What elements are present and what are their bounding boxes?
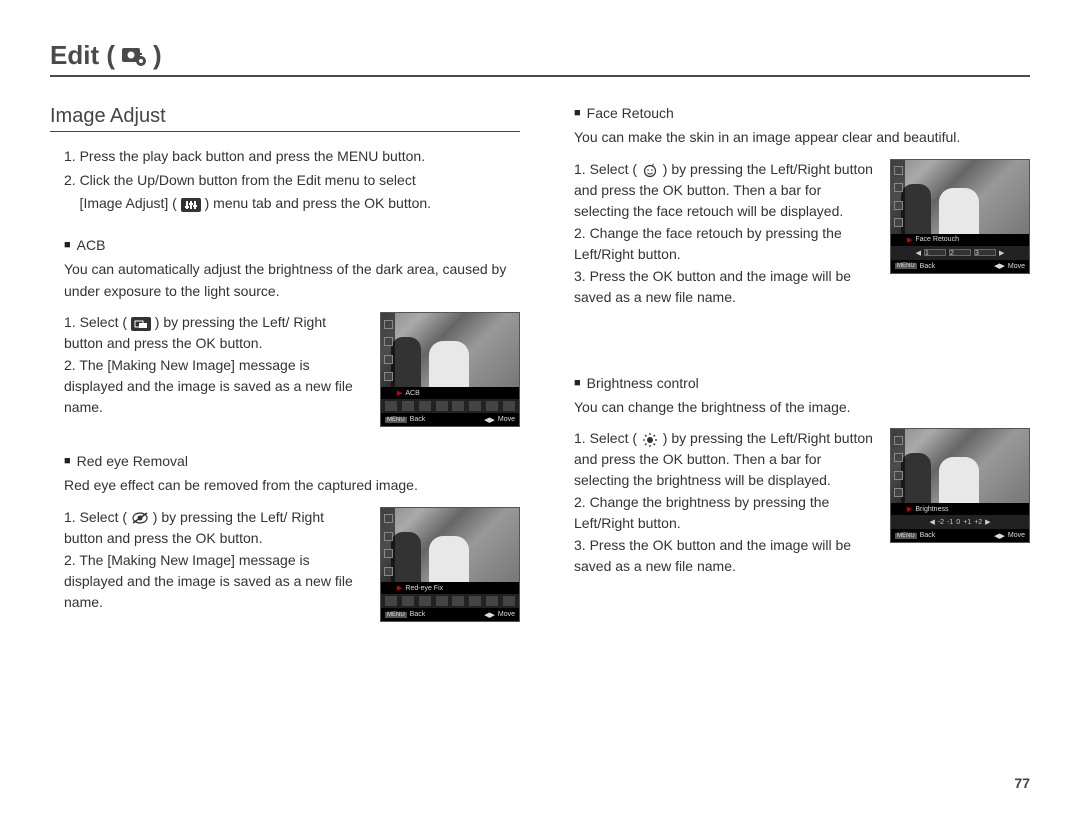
redeye-icon: [131, 511, 149, 525]
acb-heading: ACB: [77, 237, 106, 253]
title-prefix: Edit (: [50, 40, 115, 71]
face-screenshot: ▶Face Retouch ◀123▶ MENUBack ◀▶Move: [890, 159, 1030, 309]
edit-gear-icon: [121, 45, 147, 67]
face-desc: You can make the skin in an image appear…: [560, 127, 1030, 149]
redeye-steps: 1. Select ( ) by pressing the Left/ Righ…: [64, 507, 366, 622]
brightness-screenshot: ▶Brightness ◀-2-10+1+2▶ MENUBack ◀▶Move: [890, 428, 1030, 578]
acb-icon: [131, 317, 151, 331]
acb-steps: 1. Select ( ) by pressing the Left/ Righ…: [64, 312, 366, 427]
feature-brightness: ■ Brightness control You can change the …: [560, 375, 1030, 579]
intro-step-2a: 2. Click the Up/Down button from the Edi…: [64, 170, 520, 192]
intro-steps: 1. Press the play back button and press …: [50, 146, 520, 215]
page-number: 77: [1014, 775, 1030, 791]
redeye-heading: Red eye Removal: [77, 453, 188, 469]
intro-step-2b: [Image Adjust] ( ) menu tab and press th…: [64, 193, 520, 215]
feature-redeye: ■ Red eye Removal Red eye effect can be …: [50, 453, 520, 622]
section-title-image-adjust: Image Adjust: [50, 105, 520, 132]
redeye-screenshot: ▶Red-eye Fix MENUBack ◀▶Move: [380, 507, 520, 622]
face-heading: Face Retouch: [587, 105, 674, 121]
acb-screenshot: ▶ACB MENUBack ◀▶Move: [380, 312, 520, 427]
feature-acb: ■ ACB You can automatically adjust the b…: [50, 237, 520, 427]
sliders-icon: [181, 198, 201, 212]
brightness-icon: [641, 432, 659, 448]
brightness-steps: 1. Select ( ) by pressing the Left/Right…: [574, 428, 876, 578]
page-title: Edit ( ): [50, 40, 1030, 77]
acb-desc: You can automatically adjust the brightn…: [50, 259, 520, 302]
bullet-icon: ■: [574, 377, 581, 389]
brightness-desc: You can change the brightness of the ima…: [560, 397, 1030, 419]
bullet-icon: ■: [64, 455, 71, 467]
bullet-icon: ■: [574, 107, 581, 119]
bullet-icon: ■: [64, 239, 71, 251]
feature-header-acb: ■ ACB: [50, 237, 520, 253]
face-steps: 1. Select ( ) by pressing the Left/Right…: [574, 159, 876, 309]
feature-header-brightness: ■ Brightness control: [560, 375, 1030, 391]
face-retouch-icon: [641, 162, 659, 178]
title-suffix: ): [153, 40, 162, 71]
brightness-heading: Brightness control: [587, 375, 699, 391]
feature-header-face: ■ Face Retouch: [560, 105, 1030, 121]
feature-face-retouch: ■ Face Retouch You can make the skin in …: [560, 105, 1030, 309]
redeye-desc: Red eye effect can be removed from the c…: [50, 475, 520, 497]
right-column: ■ Face Retouch You can make the skin in …: [560, 105, 1030, 648]
left-column: Image Adjust 1. Press the play back butt…: [50, 105, 520, 648]
intro-step-1: 1. Press the play back button and press …: [64, 146, 520, 168]
feature-header-redeye: ■ Red eye Removal: [50, 453, 520, 469]
